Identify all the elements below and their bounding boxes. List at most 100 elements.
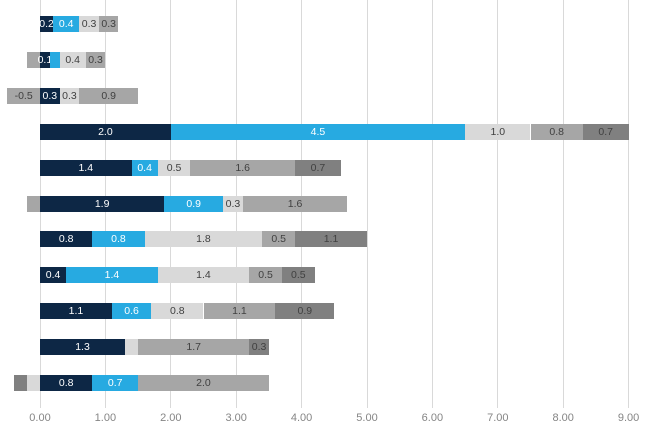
bar-segment-label: 0.4	[58, 18, 74, 30]
bar-segment-label: 0.3	[88, 53, 103, 66]
bar-segment-label: 0.3	[81, 18, 97, 30]
bar-segment: 0.2	[39, 16, 54, 32]
bar-segment: 0.7	[92, 375, 139, 391]
bar-segment: 0.8	[530, 123, 583, 140]
bar-segment-label: 1.4	[78, 161, 94, 174]
bar-segment: 2.0	[138, 375, 269, 391]
bar-segment: 0.5	[281, 267, 315, 284]
bar-segment-label: 0.3	[42, 89, 58, 102]
bar-segment: 0.8	[151, 303, 204, 320]
bar-segment: 1.9	[40, 195, 165, 212]
bar-segment-label: 1.4	[104, 269, 120, 282]
bar-segment: 0.3	[79, 16, 99, 32]
x-axis-tick-label: 3.00	[225, 412, 247, 424]
bar-row: 0.8 0.8 1.8 0.5 1.1	[0, 231, 650, 248]
bar-segment-label: 1.6	[287, 197, 303, 210]
x-axis-tick-label: 1.00	[94, 412, 117, 424]
bar-segment	[49, 51, 60, 68]
bar-segment-label: 0.6	[124, 305, 139, 318]
bar-segment-label: 1.6	[235, 161, 251, 174]
bar-segment	[26, 51, 40, 68]
bar-segment: 0.3	[249, 339, 269, 356]
bar-segment: 0.4	[131, 159, 158, 176]
bar-row: 0.2 0.4 0.3 0.3	[0, 16, 650, 32]
gridline	[562, 0, 564, 408]
bar-segment-label: 0.8	[549, 125, 564, 138]
bar-segment: 0.7	[295, 159, 341, 176]
bar-segment: 1.1	[295, 231, 367, 248]
bar-segment-label: 2.0	[196, 377, 211, 389]
gridline	[366, 0, 368, 408]
bar-segment-label: 0.7	[310, 161, 326, 174]
bar-segment: 0.5	[262, 231, 296, 248]
bar-row: 0.1 0.4 0.3	[0, 51, 650, 68]
bar-segment: 2.0	[40, 123, 171, 140]
gridline	[628, 0, 630, 408]
bar-segment	[26, 195, 40, 212]
bar-segment-label: 1.1	[323, 233, 339, 246]
bar-segment-label: 0.8	[111, 233, 126, 246]
bar-segment: 0.3	[59, 87, 80, 104]
bar-segment-label: 0.3	[225, 197, 241, 210]
bar-segment-label: 1.1	[68, 305, 84, 318]
bar-segment: 0.3	[85, 51, 106, 68]
bar-segment-label: 0.8	[170, 305, 185, 318]
bar-segment: 0.8	[92, 231, 145, 248]
bar-segment-label: 0.3	[101, 18, 116, 30]
bar-segment: 0.8	[40, 231, 93, 248]
bar-segment-label: 0.3	[251, 341, 267, 354]
bar-segment: 1.7	[138, 339, 250, 356]
bar-segment: 0.6	[111, 303, 152, 320]
bar-segment: 1.3	[40, 339, 126, 356]
gridline	[497, 0, 499, 408]
x-axis-tick-label: 4.00	[290, 412, 313, 424]
bar-segment-label: 0.5	[271, 233, 287, 246]
bar-segment: 1.0	[465, 123, 531, 140]
bar-segment	[26, 375, 40, 391]
bar-segment-label: 1.3	[75, 341, 90, 354]
bar-segment: 1.4	[66, 267, 158, 284]
bar-segment-label: 4.5	[310, 125, 326, 138]
bar-segment-label: 1.4	[196, 269, 211, 282]
bar-segment-label: 0.9	[297, 305, 313, 318]
bar-segment-label: 1.7	[186, 341, 201, 354]
bar-segment-label: 0.5	[291, 269, 306, 282]
x-axis-tick-label: 8.00	[552, 412, 574, 424]
bar-segment: 0.3	[98, 16, 119, 32]
x-axis-tick-label: 6.00	[421, 412, 444, 424]
bar-segment: 1.6	[242, 195, 348, 212]
gridline	[431, 0, 433, 408]
bar-segment-label: 0.5	[258, 269, 273, 282]
bar-row: -0.5 0.3 0.3 0.9	[0, 87, 650, 104]
bar-segment-label: 0.7	[107, 377, 123, 389]
bar-segment	[125, 339, 139, 356]
bar-row: 1.1 0.6 0.8 1.1 0.9	[0, 303, 650, 320]
bar-segment-label: 0.4	[45, 269, 61, 282]
x-axis-tick-label: 2.00	[160, 412, 182, 424]
bar-row: 0.4 1.4 1.4 0.5 0.5	[0, 267, 650, 284]
bar-segment-label: 0.9	[101, 89, 116, 102]
bar-row: 2.0 4.5 1.0 0.8 0.7	[0, 123, 650, 140]
bar-segment: 0.4	[59, 51, 86, 68]
bar-row: 0.8 0.7 2.0	[0, 375, 650, 391]
bar-segment: 1.1	[40, 303, 112, 320]
bar-segment: 0.9	[164, 195, 224, 212]
bar-segment: 1.4	[157, 267, 250, 284]
bar-segment-label: 0.4	[137, 161, 152, 174]
bar-segment: 0.9	[275, 303, 335, 320]
bar-segment: 0.3	[223, 195, 243, 212]
bar-segment-label: 1.9	[94, 197, 110, 210]
bar-segment-label: 1.0	[490, 125, 506, 138]
bar-segment: 0.9	[79, 87, 139, 104]
bar-segment: 1.6	[190, 159, 296, 176]
x-axis-tick-label: 9.00	[617, 412, 640, 424]
bar-segment: 1.1	[203, 303, 276, 320]
bar-segment: -0.5	[7, 87, 40, 104]
bar-segment: 0.5	[157, 159, 191, 176]
bar-segment: 0.5	[249, 267, 282, 284]
bar-segment: 4.5	[170, 123, 466, 140]
bar-segment-label: 0.9	[186, 197, 201, 210]
bar-segment: 0.7	[582, 123, 629, 140]
bar-segment: 0.1	[38, 51, 52, 68]
